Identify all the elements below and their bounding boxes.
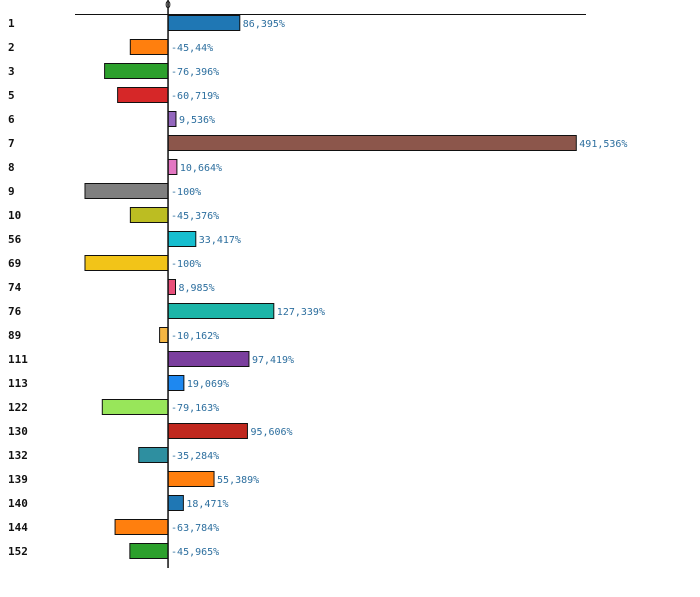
category-label-3: 3 (8, 65, 15, 78)
bar-113 (167, 375, 185, 391)
value-label-122: -79,163% (171, 403, 219, 414)
category-label-2: 2 (8, 41, 15, 54)
value-label-1: 86,395% (243, 19, 285, 30)
category-label-6: 6 (8, 113, 15, 126)
value-label-111: 97,419% (252, 355, 294, 366)
category-label-132: 132 (8, 449, 28, 462)
category-label-144: 144 (8, 521, 28, 534)
bar-139 (167, 471, 215, 487)
bars-group: 1 86,395% 2 -45,44% 3 -76,396% 5 -60,719% 6 9,536… (8, 15, 627, 559)
category-label-69: 69 (8, 257, 21, 270)
value-label-10: -45,376% (171, 211, 219, 222)
bar-69 (84, 255, 169, 271)
category-label-74: 74 (8, 281, 22, 294)
category-label-89: 89 (8, 329, 21, 342)
bar-7 (167, 135, 577, 151)
category-label-56: 56 (8, 233, 22, 246)
value-label-56: 33,417% (199, 235, 241, 246)
category-label-111: 111 (8, 353, 28, 366)
bar-111 (167, 351, 250, 367)
bar-132 (138, 447, 169, 463)
value-label-130: 95,606% (250, 427, 292, 438)
category-label-1: 1 (8, 17, 15, 30)
bar-130 (167, 423, 248, 439)
bar-76 (167, 303, 275, 319)
bar-6 (167, 111, 177, 127)
bar-56 (167, 231, 197, 247)
category-label-152: 152 (8, 545, 28, 558)
category-label-139: 139 (8, 473, 28, 486)
bar-144 (114, 519, 169, 535)
category-label-113: 113 (8, 377, 28, 390)
category-label-9: 9 (8, 185, 15, 198)
value-label-139: 55,389% (217, 475, 259, 486)
value-label-69: -100% (171, 259, 201, 270)
value-label-89: -10,162% (171, 331, 219, 342)
bar-8 (167, 159, 178, 175)
value-label-7: 491,536% (579, 139, 627, 150)
bar-10 (129, 207, 169, 223)
category-label-10: 10 (8, 209, 21, 222)
bar-89 (159, 327, 169, 343)
value-label-152: -45,965% (171, 547, 219, 558)
category-label-8: 8 (8, 161, 15, 174)
bar-74 (167, 279, 177, 295)
value-label-2: -45,44% (171, 43, 213, 54)
value-label-132: -35,284% (171, 451, 219, 462)
bar-3 (104, 63, 169, 79)
value-label-6: 9,536% (179, 115, 215, 126)
value-label-5: -60,719% (171, 91, 219, 102)
value-label-140: 18,471% (186, 499, 228, 510)
bar-9 (84, 183, 169, 199)
value-label-8: 10,664% (180, 163, 222, 174)
bar-5 (117, 87, 169, 103)
value-label-144: -63,784% (171, 523, 219, 534)
category-label-7: 7 (8, 137, 15, 150)
bar-152 (129, 543, 169, 559)
value-label-3: -76,396% (171, 67, 219, 78)
bar-140 (167, 495, 184, 511)
category-label-130: 130 (8, 425, 28, 438)
bar-2 (129, 39, 169, 55)
value-label-113: 19,069% (187, 379, 229, 390)
category-label-5: 5 (8, 89, 15, 102)
value-label-74: 8,985% (179, 283, 215, 294)
category-label-76: 76 (8, 305, 22, 318)
value-label-9: -100% (171, 187, 201, 198)
bar-1 (167, 15, 241, 31)
category-label-140: 140 (8, 497, 28, 510)
bar-122 (101, 399, 169, 415)
category-label-122: 122 (8, 401, 28, 414)
value-label-76: 127,339% (277, 307, 325, 318)
